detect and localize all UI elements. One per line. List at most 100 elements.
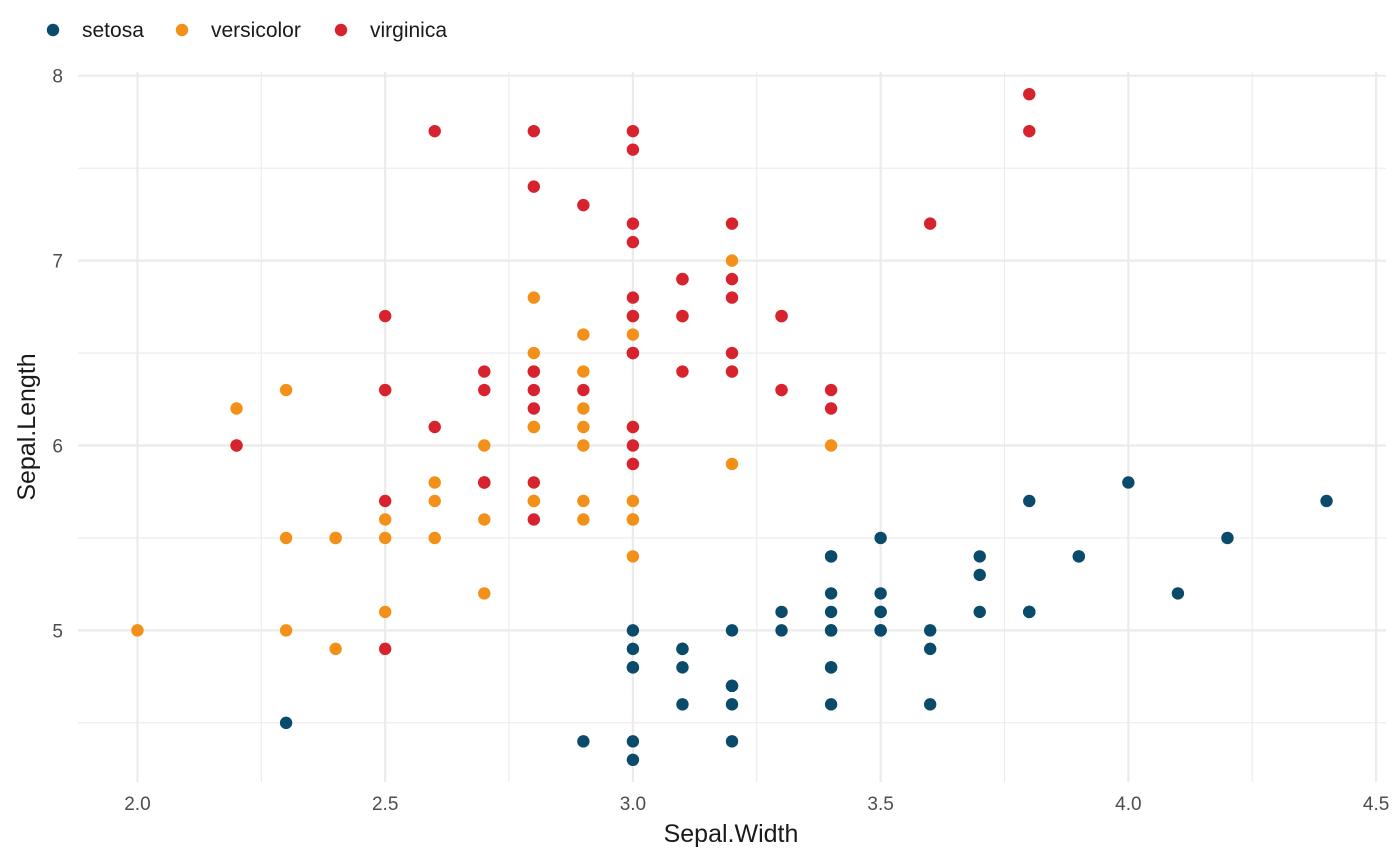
- data-point-versicolor: [527, 291, 541, 304]
- data-point-setosa: [577, 735, 590, 748]
- data-point-setosa: [874, 624, 887, 637]
- data-point-setosa: [626, 661, 640, 674]
- data-point-setosa: [874, 587, 887, 600]
- data-point-virginica: [527, 365, 541, 378]
- data-point-setosa: [725, 624, 739, 637]
- x-tick-label: 4.5: [1363, 794, 1389, 815]
- minor-gridlines: [78, 72, 1386, 782]
- data-point-setosa: [824, 698, 838, 711]
- data-point-virginica: [527, 180, 541, 193]
- data-point-versicolor: [428, 531, 441, 545]
- data-point-virginica: [725, 346, 739, 360]
- data-point-virginica: [626, 291, 640, 304]
- data-point-virginica: [626, 235, 640, 249]
- x-axis-title: Sepal.Width: [664, 820, 799, 848]
- data-point-versicolor: [131, 624, 144, 637]
- data-point-virginica: [428, 124, 441, 138]
- data-point-setosa: [973, 605, 986, 619]
- data-point-versicolor: [626, 494, 640, 508]
- data-point-virginica: [775, 309, 788, 323]
- data-point-versicolor: [378, 531, 392, 545]
- y-tick-label: 6: [52, 436, 63, 457]
- data-point-versicolor: [527, 346, 541, 360]
- data-point-setosa: [923, 642, 937, 656]
- data-point-versicolor: [478, 587, 491, 600]
- data-point-virginica: [478, 476, 491, 489]
- data-point-setosa: [1122, 476, 1135, 489]
- legend-key-setosa: [46, 23, 60, 37]
- data-point-virginica: [725, 291, 739, 304]
- data-point-setosa: [923, 698, 937, 711]
- data-point-setosa: [1023, 605, 1036, 619]
- data-point-setosa: [1221, 531, 1234, 545]
- data-point-versicolor: [527, 420, 541, 434]
- data-point-versicolor: [378, 605, 392, 619]
- data-point-versicolor: [279, 531, 293, 545]
- data-point-virginica: [527, 383, 541, 397]
- x-tick-label: 4.0: [1115, 794, 1141, 815]
- data-point-versicolor: [824, 439, 838, 452]
- data-point-versicolor: [577, 513, 590, 526]
- data-point-versicolor: [626, 550, 640, 563]
- data-point-virginica: [478, 365, 491, 378]
- data-point-virginica: [378, 309, 392, 323]
- data-point-setosa: [725, 698, 739, 711]
- legend-key-virginica: [334, 23, 348, 37]
- data-point-versicolor: [577, 420, 590, 434]
- data-point-virginica: [428, 420, 441, 434]
- data-point-virginica: [824, 402, 838, 415]
- data-point-setosa: [279, 716, 293, 730]
- data-point-virginica: [626, 217, 640, 230]
- data-point-virginica: [1023, 124, 1036, 138]
- x-tick-label: 2.5: [372, 794, 398, 815]
- data-point-versicolor: [577, 365, 590, 378]
- data-point-setosa: [1023, 494, 1036, 508]
- data-point-virginica: [577, 198, 590, 212]
- x-tick-label: 3.0: [620, 794, 646, 815]
- data-point-versicolor: [725, 254, 739, 267]
- data-point-versicolor: [626, 328, 640, 341]
- data-point-virginica: [676, 272, 689, 286]
- data-point-versicolor: [378, 513, 392, 526]
- data-point-versicolor: [478, 439, 491, 452]
- data-point-virginica: [527, 402, 541, 415]
- y-tick-label: 5: [52, 621, 63, 642]
- data-point-setosa: [1320, 494, 1333, 508]
- data-point-versicolor: [279, 624, 293, 637]
- data-point-setosa: [626, 753, 640, 767]
- data-point-setosa: [775, 605, 788, 619]
- y-axis-tick-labels: 5 6 7 8: [52, 67, 63, 643]
- data-point-versicolor: [329, 642, 342, 656]
- data-point-versicolor: [329, 531, 342, 545]
- data-point-versicolor: [428, 494, 441, 508]
- data-point-setosa: [1171, 587, 1185, 600]
- data-point-setosa: [973, 568, 986, 582]
- legend-label-versicolor: versicolor: [211, 19, 301, 42]
- data-point-setosa: [1072, 550, 1086, 563]
- data-point-versicolor: [577, 402, 590, 415]
- data-point-setosa: [626, 642, 640, 656]
- data-point-setosa: [874, 531, 887, 545]
- data-point-setosa: [824, 624, 838, 637]
- data-point-virginica: [824, 383, 838, 397]
- legend-key-versicolor: [175, 23, 189, 37]
- data-point-virginica: [527, 476, 541, 489]
- data-point-virginica: [626, 420, 640, 434]
- data-point-virginica: [676, 365, 689, 378]
- data-point-virginica: [527, 513, 541, 526]
- data-point-versicolor: [478, 513, 491, 526]
- legend: setosa versicolor virginica: [46, 19, 447, 42]
- data-point-setosa: [824, 587, 838, 600]
- data-point-setosa: [874, 605, 887, 619]
- legend-label-setosa: setosa: [82, 19, 144, 42]
- data-point-virginica: [1023, 87, 1036, 101]
- legend-label-virginica: virginica: [370, 19, 447, 42]
- y-axis-title: Sepal.Length: [13, 353, 41, 500]
- data-point-virginica: [626, 457, 640, 471]
- data-point-versicolor: [230, 402, 243, 415]
- data-point-virginica: [626, 124, 640, 138]
- data-point-setosa: [973, 550, 986, 563]
- data-point-virginica: [725, 272, 739, 286]
- data-point-virginica: [478, 383, 491, 397]
